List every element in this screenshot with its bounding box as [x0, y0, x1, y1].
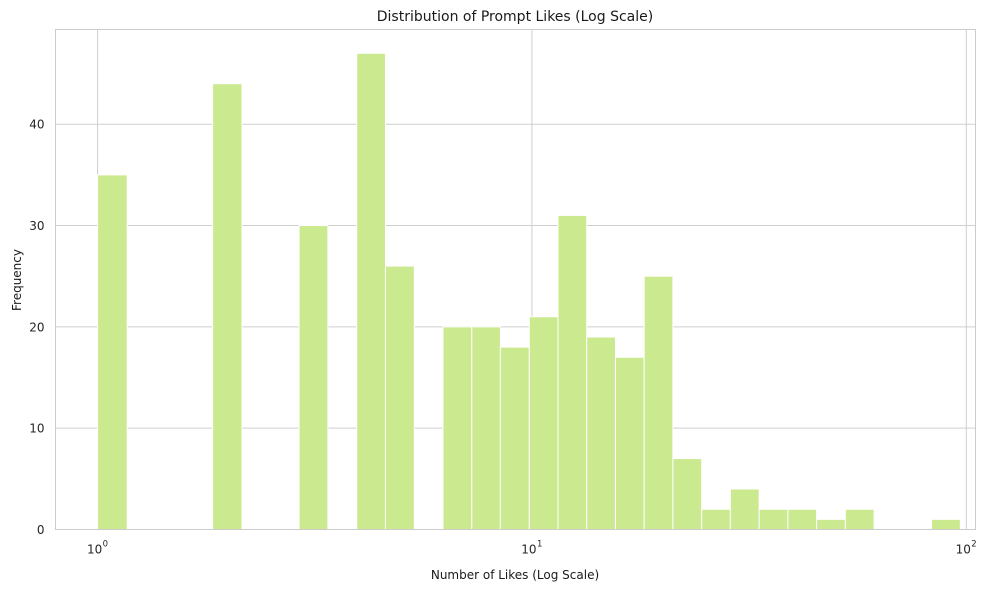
- histogram-bar: [614, 356, 645, 530]
- y-tick-label: 30: [29, 219, 44, 233]
- histogram-bar: [499, 346, 530, 530]
- histogram-bar: [442, 326, 473, 530]
- x-tick-exponent: 2: [971, 540, 976, 550]
- histogram-bar: [758, 508, 789, 530]
- y-tick-label: 0: [37, 523, 45, 537]
- histogram-bar: [816, 518, 846, 530]
- x-tick-label: 10: [521, 543, 536, 557]
- histogram-bar: [931, 518, 961, 530]
- histogram-bar: [471, 326, 501, 530]
- x-tick-exponent: 1: [537, 540, 542, 550]
- histogram-bar: [844, 508, 875, 530]
- x-axis-label: Number of Likes (Log Scale): [431, 568, 599, 582]
- y-tick-label: 20: [29, 320, 44, 334]
- histogram-bar: [97, 174, 128, 530]
- x-tick-exponent: 0: [103, 540, 108, 550]
- histogram-bar: [787, 508, 818, 530]
- histogram-bars: [97, 52, 961, 531]
- histogram-bar: [643, 275, 674, 530]
- histogram-bar: [212, 83, 243, 531]
- x-tick-label: 10: [956, 543, 971, 557]
- y-axis-label: Frequency: [10, 249, 24, 311]
- y-tick-label: 10: [29, 422, 44, 436]
- histogram-bar: [298, 225, 329, 530]
- x-tick-label: 10: [87, 543, 102, 557]
- plot-frame: [55, 29, 976, 530]
- y-tick-label: 40: [29, 118, 44, 132]
- histogram-bar: [729, 488, 760, 530]
- histogram-bar: [356, 52, 386, 531]
- histogram-bar: [528, 316, 559, 530]
- chart-title: Distribution of Prompt Likes (Log Scale): [377, 9, 653, 25]
- histogram-bar: [701, 508, 731, 530]
- histogram-bar: [586, 336, 616, 530]
- histogram-bar: [672, 458, 703, 530]
- histogram-bar: [557, 214, 588, 530]
- histogram-bar: [384, 265, 415, 530]
